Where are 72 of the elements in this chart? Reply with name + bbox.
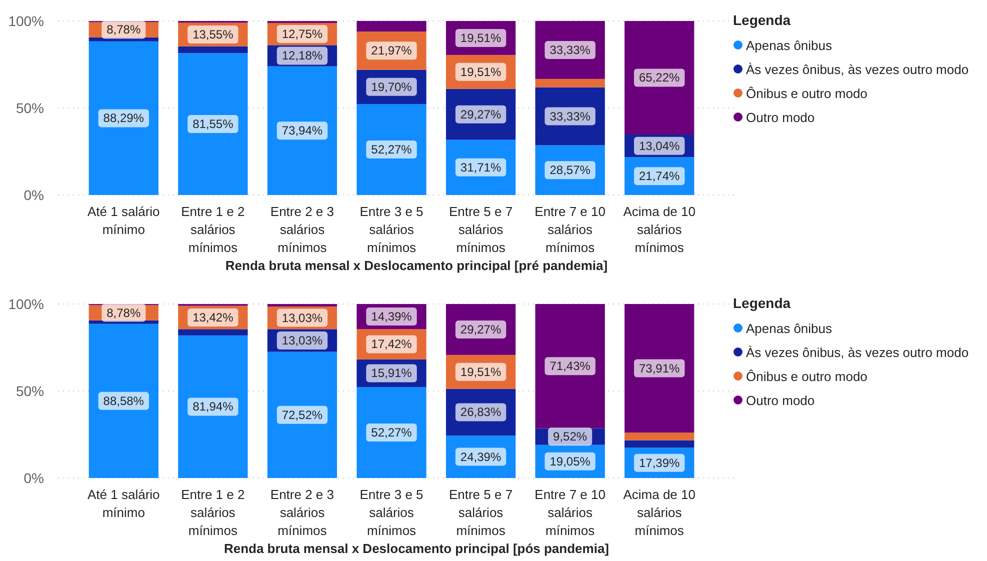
data-label: 24,39% — [460, 450, 502, 464]
data-label: 12,75% — [282, 27, 323, 42]
data-label: 31,71% — [460, 160, 502, 174]
x-tick-label: Entre 7 e 10 salários mínimos — [534, 487, 606, 538]
legend-label: Outro modo — [746, 393, 815, 408]
data-label: 33,33% — [550, 42, 591, 57]
data-label: 19,51% — [460, 64, 502, 79]
x-tick-label: Acima de 10 salários mínimos — [623, 487, 696, 538]
data-label: 73,91% — [639, 361, 680, 376]
data-label: 19,51% — [460, 364, 502, 379]
data-label: 81,55% — [192, 117, 234, 132]
data-label: 28,57% — [550, 163, 591, 178]
x-axis-title: Renda bruta mensal x Deslocamento principal [pré pandemia] — [225, 258, 608, 273]
data-label: 71,43% — [550, 359, 591, 374]
legend-title: Legenda — [733, 12, 791, 28]
data-label: 21,97% — [371, 44, 412, 58]
data-label: 65,22% — [639, 70, 680, 85]
x-tick-label: Entre 3 e 5 salários mínimos — [360, 204, 424, 255]
legend-label: Apenas ônibus — [746, 38, 833, 53]
legend-label: Às vezes ônibus, às vezes outro modo — [746, 345, 969, 360]
data-label: 72,52% — [282, 408, 323, 422]
y-tick-label: 50% — [16, 100, 44, 116]
y-tick-label: 0% — [24, 187, 44, 203]
data-label: 13,03% — [282, 333, 323, 348]
legend-label: Ônibus e outro modo — [746, 86, 868, 101]
x-tick-label: Entre 2 e 3 salários mínimos — [270, 204, 334, 255]
data-label: 73,94% — [282, 124, 323, 138]
x-tick-label: Entre 7 e 10 salários mínimos — [534, 204, 606, 255]
data-label: 33,33% — [550, 109, 591, 124]
x-tick-label: Até 1 salário mínimo — [88, 204, 160, 237]
data-label: 17,39% — [639, 456, 680, 470]
x-tick-label: Acima de 10 salários mínimos — [623, 204, 696, 255]
x-tick-label: Até 1 salário mínimo — [88, 487, 160, 520]
y-tick-label: 100% — [8, 296, 44, 312]
data-label: 15,91% — [371, 366, 412, 380]
x-tick-label: Entre 1 e 2 salários mínimos — [181, 204, 245, 255]
y-tick-label: 0% — [24, 470, 44, 486]
data-label: 8,78% — [106, 22, 141, 37]
data-label: 88,58% — [103, 394, 144, 408]
data-label: 14,39% — [371, 310, 412, 324]
data-label: 9,52% — [553, 430, 588, 444]
data-label: 52,27% — [371, 142, 412, 157]
data-label: 21,74% — [639, 169, 680, 184]
data-label: 8,78% — [106, 306, 141, 320]
data-label: 19,05% — [550, 454, 591, 468]
data-label: 17,42% — [371, 337, 412, 352]
data-label: 19,70% — [371, 80, 412, 94]
x-axis-title: Renda bruta mensal x Deslocamento principal [pós pandemia] — [224, 541, 610, 556]
data-label: 29,27% — [460, 107, 502, 122]
legend-label: Às vezes ônibus, às vezes outro modo — [746, 62, 969, 77]
data-label: 26,83% — [460, 405, 502, 420]
data-label: 13,04% — [639, 138, 680, 153]
data-label: 13,55% — [192, 28, 234, 42]
data-label: 29,27% — [460, 322, 502, 336]
data-label: 88,29% — [103, 111, 144, 126]
x-tick-label: Entre 5 e 7 salários mínimos — [448, 204, 513, 255]
legend-label: Ônibus e outro modo — [746, 369, 868, 384]
data-label: 13,42% — [192, 310, 234, 324]
x-tick-label: Entre 2 e 3 salários mínimos — [270, 487, 334, 538]
data-label: 19,51% — [460, 30, 502, 45]
x-tick-label: Entre 3 e 5 salários mínimos — [360, 487, 424, 538]
x-tick-label: Entre 5 e 7 salários mínimos — [448, 487, 513, 538]
legend-label: Outro modo — [746, 110, 815, 125]
data-label: 13,03% — [282, 310, 323, 325]
data-label: 12,18% — [282, 48, 323, 63]
y-tick-label: 100% — [8, 13, 44, 29]
data-label: 52,27% — [371, 426, 412, 440]
x-tick-label: Entre 1 e 2 salários mínimos — [181, 487, 245, 538]
y-tick-label: 50% — [16, 383, 44, 399]
legend-label: Apenas ônibus — [746, 321, 833, 336]
data-label: 81,94% — [192, 400, 234, 414]
legend-title: Legenda — [733, 295, 791, 311]
